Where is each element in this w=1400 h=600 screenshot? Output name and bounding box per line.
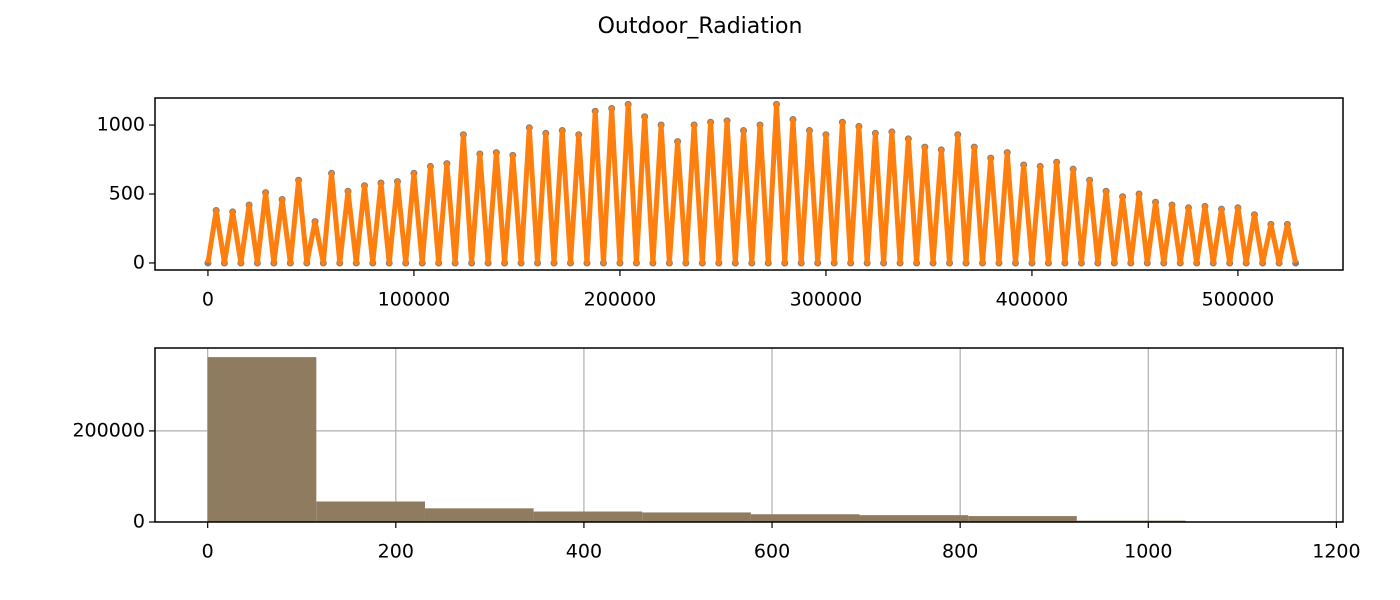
line	[205, 101, 1299, 266]
x-tick-label: 400000	[996, 289, 1069, 311]
x-tick-label: 800	[942, 541, 978, 563]
bar	[316, 501, 425, 522]
y-tick-label: 200000	[72, 419, 145, 441]
x-tick-label: 0	[202, 541, 214, 563]
x-tick-label: 300000	[790, 289, 863, 311]
axes-frame	[154, 347, 1344, 523]
axes-frame	[154, 97, 1344, 271]
y-tick-label: 1000	[97, 114, 145, 136]
x-tick-label: 0	[202, 289, 214, 311]
x-tick-label: 200	[378, 541, 414, 563]
x-tick-label: 200000	[584, 289, 657, 311]
bar	[859, 515, 969, 522]
x-tick-label: 600	[754, 541, 790, 563]
bar	[424, 508, 534, 522]
x-tick-label: 400	[566, 541, 602, 563]
y-tick-label: 500	[109, 183, 145, 205]
plot-area	[204, 100, 1300, 267]
x-tick-label: 100000	[378, 289, 451, 311]
bar	[207, 357, 317, 522]
x-tick-label: 1200	[1312, 541, 1360, 563]
y-tick-label: 0	[133, 251, 145, 273]
bar	[750, 514, 860, 522]
x-tick-label: 500000	[1202, 289, 1275, 311]
y-tick-label: 0	[133, 511, 145, 533]
plot-area	[155, 348, 1343, 522]
bar	[642, 512, 751, 522]
bar	[533, 511, 643, 522]
figure-title: Outdoor_Radiation	[598, 14, 803, 39]
bar	[968, 516, 1077, 522]
x-tick-label: 1000	[1124, 541, 1172, 563]
